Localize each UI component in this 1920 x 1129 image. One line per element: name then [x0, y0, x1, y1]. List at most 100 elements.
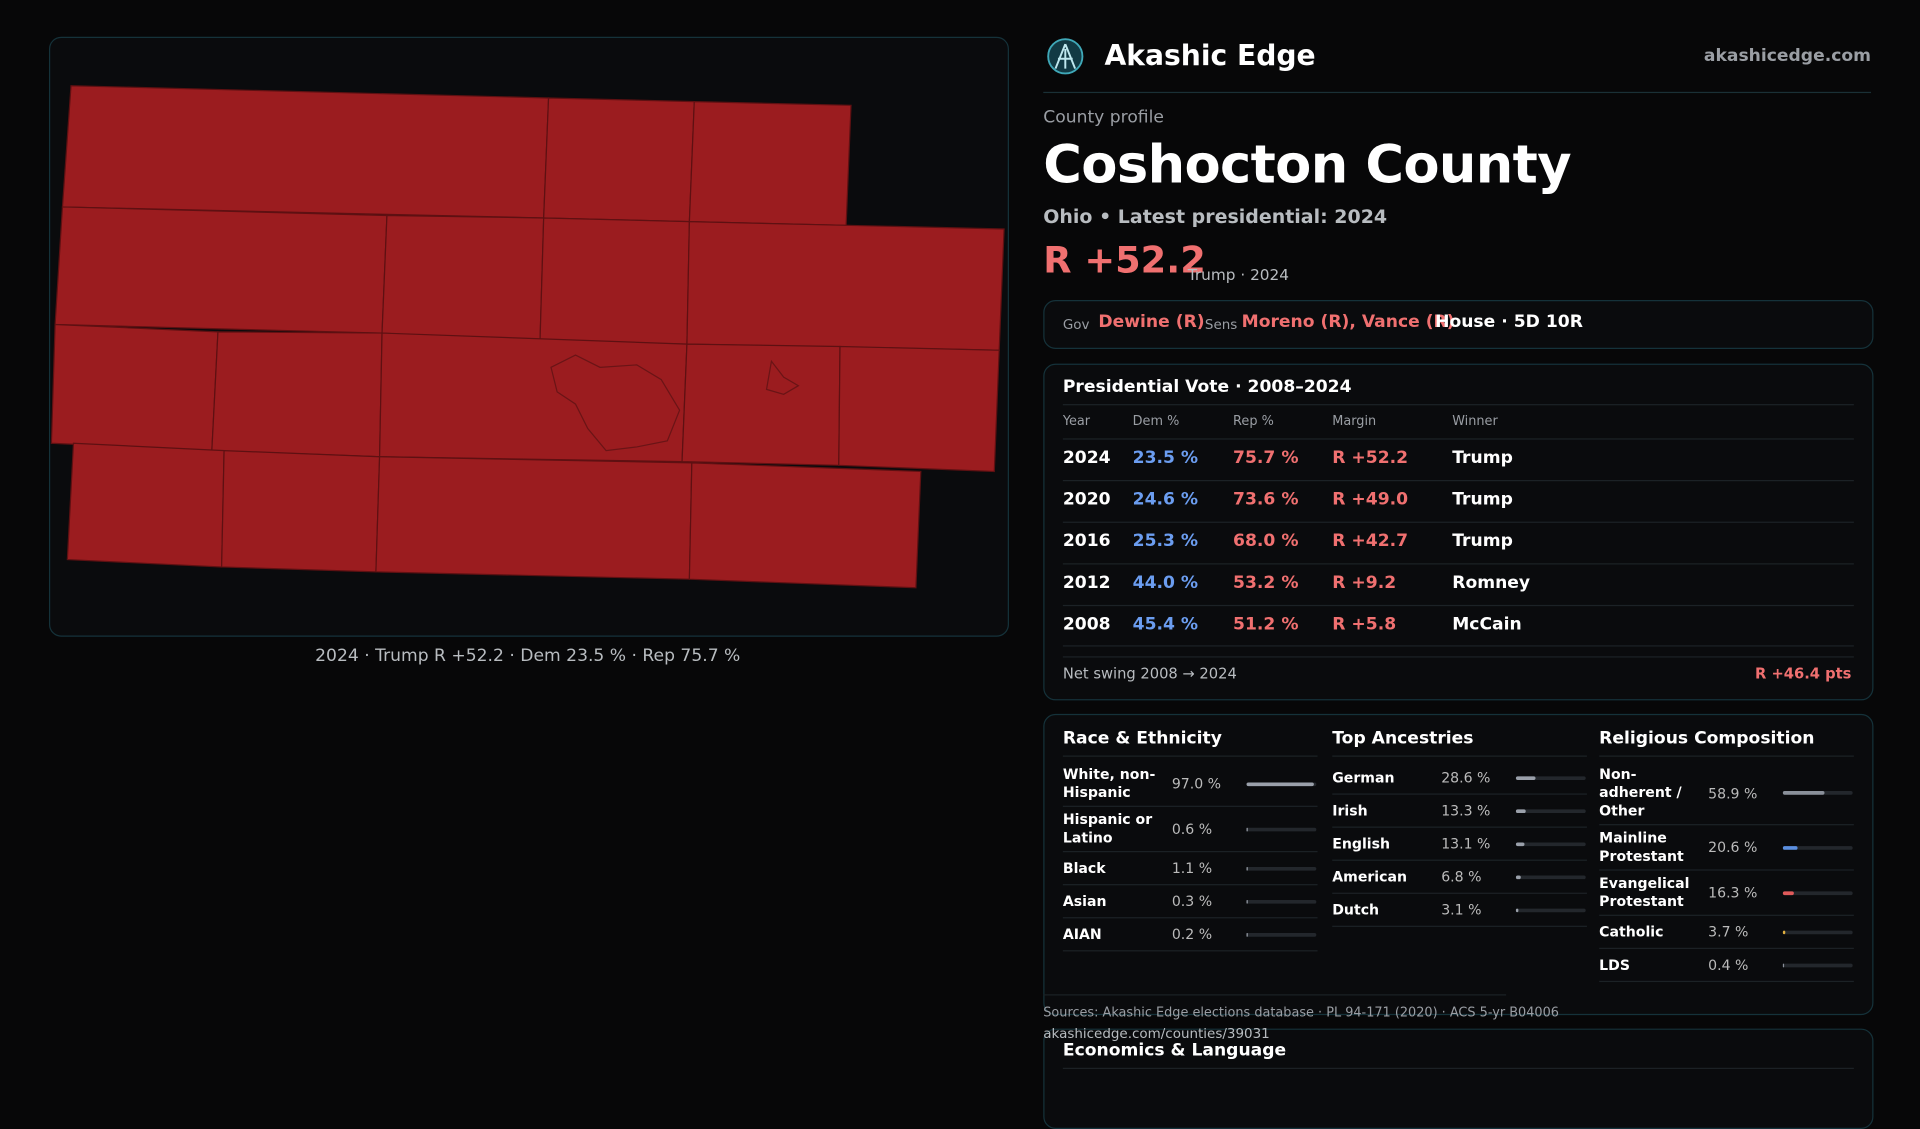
bar: [1516, 842, 1525, 846]
row-label: Catholic: [1599, 923, 1708, 941]
county: [839, 347, 999, 472]
table-cell: 2020: [1063, 490, 1111, 510]
table-cell: 51.2 %: [1233, 615, 1298, 635]
table-cell: McCain: [1452, 615, 1521, 635]
row-value: 58.9 %: [1708, 784, 1783, 801]
county: [55, 207, 387, 333]
row-label: English: [1332, 834, 1441, 852]
row-label: White, non-Hispanic: [1063, 765, 1172, 802]
table-cell: R +49.0: [1332, 490, 1408, 510]
bar-track: [1783, 891, 1853, 895]
rule: [1332, 756, 1587, 757]
table-cell: 45.4 %: [1133, 615, 1198, 635]
header-rule: [1043, 92, 1871, 93]
row-value: 13.1 %: [1441, 835, 1516, 852]
bar-track: [1516, 842, 1586, 846]
bar-track: [1516, 875, 1586, 879]
bar: [1783, 891, 1794, 895]
row-value: 0.4 %: [1708, 956, 1783, 973]
county: [376, 457, 692, 579]
bar-track: [1783, 846, 1853, 850]
bar: [1516, 776, 1536, 780]
row-value: 20.6 %: [1708, 839, 1783, 856]
table-cell: 24.6 %: [1133, 490, 1198, 510]
row-label: Evangelical Protestant: [1599, 874, 1708, 911]
section-title: Race & Ethnicity: [1063, 729, 1222, 749]
bar-track: [1783, 930, 1853, 934]
table-cell: 2024: [1063, 448, 1111, 468]
row-label: German: [1332, 768, 1441, 786]
table-cell: Trump: [1452, 531, 1513, 551]
margin: R +52.2: [1043, 239, 1205, 282]
rule: [1063, 404, 1854, 405]
table-cell: Romney: [1452, 573, 1530, 593]
column-header: Year: [1063, 414, 1090, 429]
bar: [1783, 930, 1786, 934]
row-label: Irish: [1332, 801, 1441, 819]
rule: [1063, 645, 1854, 646]
rule: [1599, 756, 1854, 757]
swing: R +46.4 pts: [1755, 665, 1851, 682]
row-value: 0.2 %: [1172, 926, 1247, 943]
bar: [1516, 908, 1518, 912]
gov-label: Gov: [1063, 317, 1090, 333]
bar-track: [1783, 963, 1853, 967]
county: [51, 324, 218, 450]
table-cell: R +42.7: [1332, 531, 1408, 551]
county: [382, 216, 544, 342]
bar: [1247, 782, 1315, 786]
table-cell: Trump: [1452, 490, 1513, 510]
map-caption: 2024 · Trump R +52.2 · Dem 23.5 % · Rep …: [315, 647, 740, 667]
table-cell: 2016: [1063, 531, 1111, 551]
row-value: 3.7 %: [1708, 923, 1783, 940]
row-label: Asian: [1063, 892, 1172, 910]
rule: [1063, 656, 1854, 657]
row-label: Dutch: [1332, 901, 1441, 919]
subtitle: Ohio • Latest presidential: 2024: [1043, 206, 1387, 228]
bar-track: [1516, 776, 1586, 780]
county-map: [49, 37, 1007, 635]
row-value: 0.3 %: [1172, 893, 1247, 910]
column-header: Margin: [1332, 414, 1376, 429]
table-cell: 2012: [1063, 573, 1111, 593]
bar-track: [1247, 866, 1317, 870]
brand-site: akashicedge.com: [1704, 47, 1871, 67]
table-cell: 75.7 %: [1233, 448, 1298, 468]
table-cell: 44.0 %: [1133, 573, 1198, 593]
rule: [1063, 756, 1318, 757]
county: [689, 102, 851, 226]
row-label: American: [1332, 868, 1441, 886]
bar-track: [1516, 908, 1586, 912]
county: [222, 451, 380, 572]
bar-track: [1516, 809, 1586, 813]
table-cell: 23.5 %: [1133, 448, 1198, 468]
row-label: AIAN: [1063, 925, 1172, 943]
row-label: Black: [1063, 859, 1172, 877]
source-url: akashicedge.com/counties/39031: [1043, 1026, 1269, 1042]
table-cell: 53.2 %: [1233, 573, 1298, 593]
map-panel: [49, 37, 1009, 637]
table-cell: 68.0 %: [1233, 531, 1298, 551]
rule: [1063, 1068, 1854, 1069]
bar-track: [1247, 782, 1317, 786]
table-cell: 2008: [1063, 615, 1111, 635]
brand-name: Akashic Edge: [1104, 40, 1315, 72]
row-value: 3.1 %: [1441, 901, 1516, 918]
bar-track: [1783, 791, 1853, 795]
row-value: 1.1 %: [1172, 860, 1247, 877]
swing-label: Net swing 2008 → 2024: [1063, 665, 1237, 682]
row-label: Hispanic or Latino: [1063, 811, 1172, 848]
county: [380, 333, 687, 462]
rule: [1063, 563, 1854, 564]
